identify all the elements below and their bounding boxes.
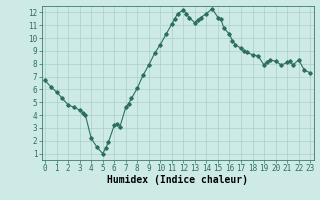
X-axis label: Humidex (Indice chaleur): Humidex (Indice chaleur)	[107, 175, 248, 185]
